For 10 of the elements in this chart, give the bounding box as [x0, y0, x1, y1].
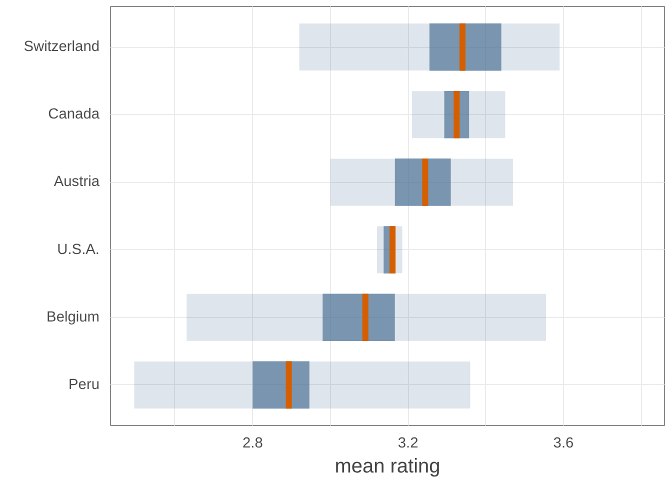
x-tick-label: 3.6 [553, 436, 574, 452]
y-tick-label: Peru [68, 376, 100, 393]
y-tick-label: Canada [48, 106, 100, 123]
y-tick-label: U.S.A. [57, 242, 100, 258]
x-axis-title: mean rating [334, 456, 440, 478]
y-tick-label: Belgium [46, 309, 100, 326]
x-tick-label: 2.8 [242, 436, 263, 452]
x-tick-label: 3.2 [398, 436, 418, 452]
y-tick-label: Switzerland [24, 39, 100, 56]
y-tick-label: Austria [54, 174, 100, 190]
